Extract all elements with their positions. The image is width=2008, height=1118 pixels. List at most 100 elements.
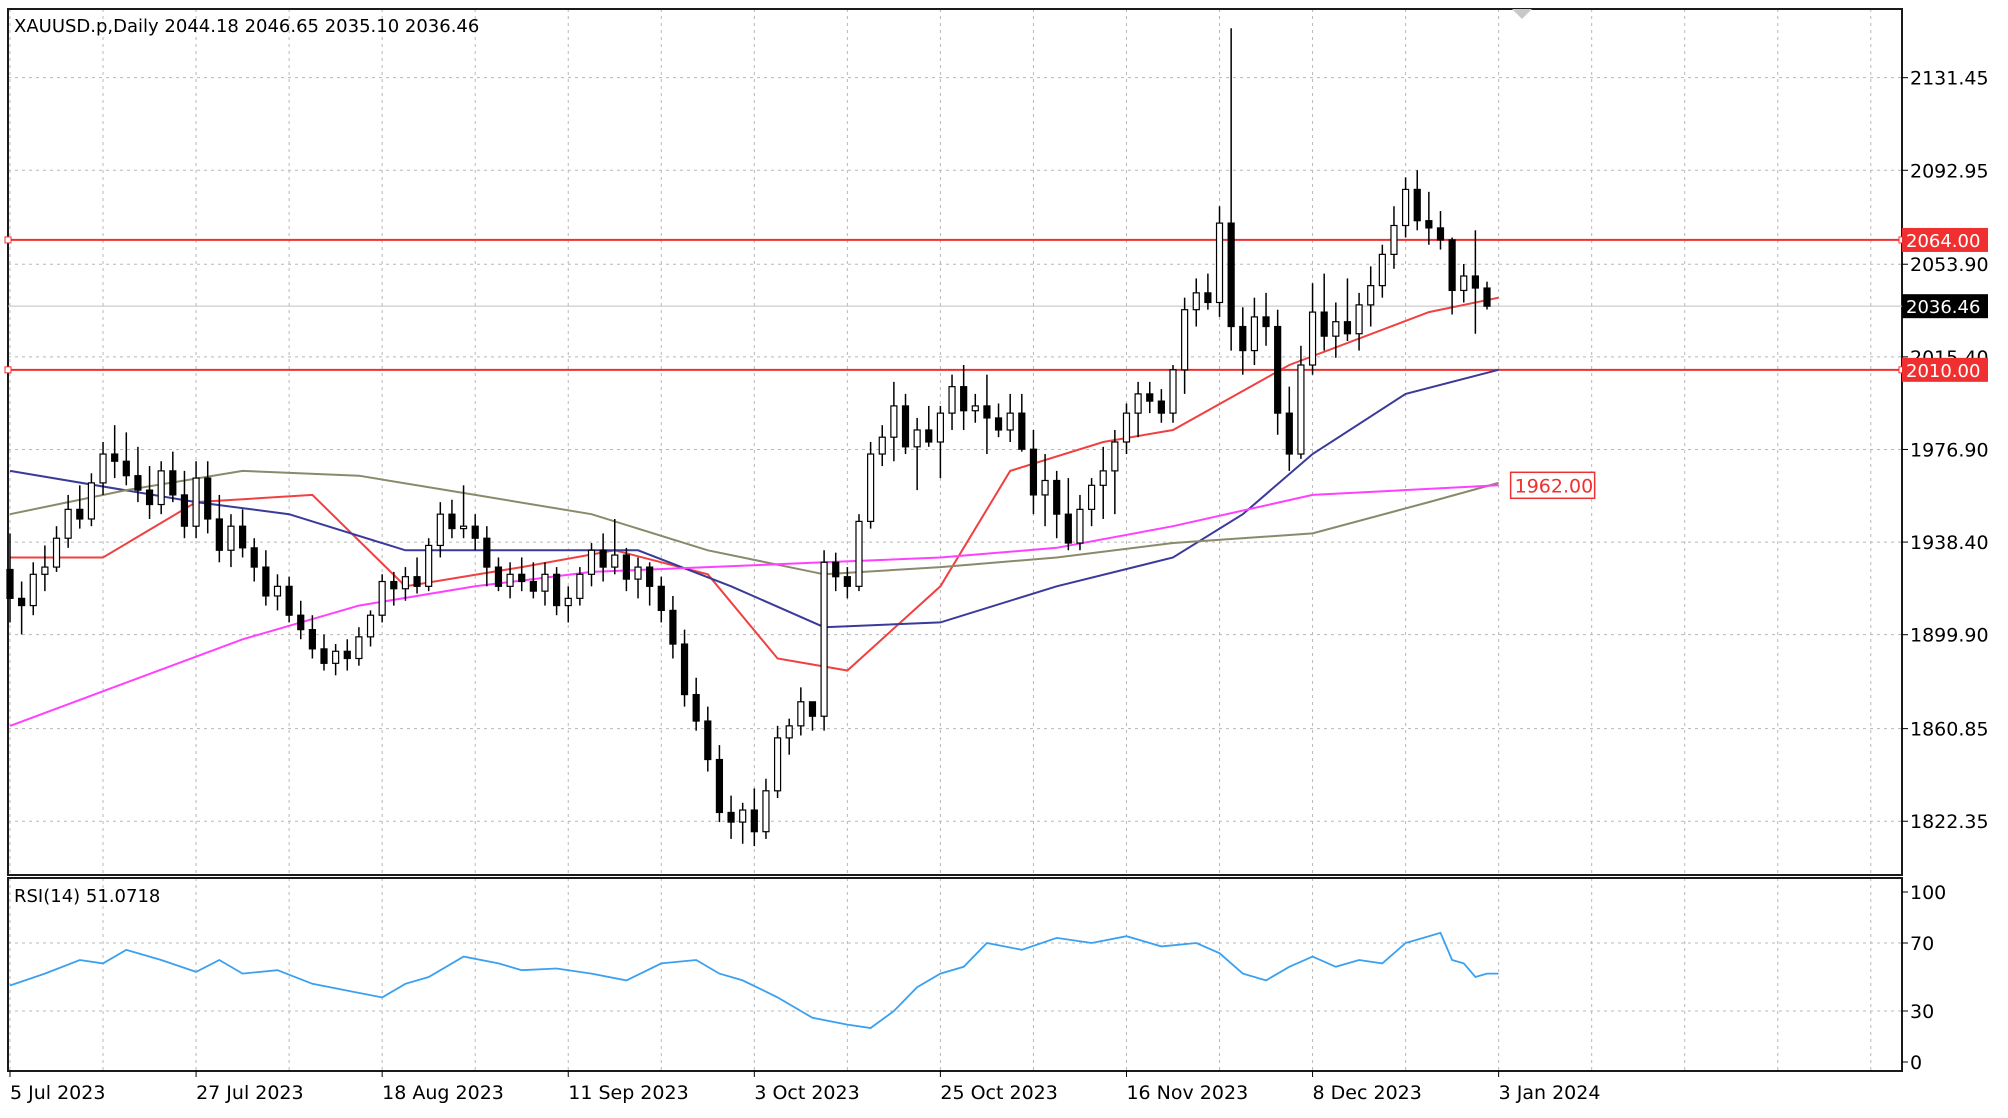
candle-bear	[262, 566, 270, 597]
x-tick-label: 25 Oct 2023	[940, 1082, 1057, 1104]
candle-bull	[1041, 479, 1049, 496]
candle-bear	[529, 580, 537, 592]
candle-bull	[1169, 369, 1177, 414]
y-tick-label: 1899.90	[1910, 625, 1989, 647]
candle-bear	[1262, 316, 1270, 328]
level-anchor	[4, 366, 12, 374]
rsi-tick-label: 30	[1910, 1001, 1934, 1023]
marker-level-label: 1962.00	[1515, 475, 1594, 497]
x-tick-label: 18 Aug 2023	[382, 1082, 504, 1104]
price-levels	[4, 236, 1906, 374]
candle-bull	[878, 436, 886, 455]
candle-bear	[960, 386, 968, 412]
candle-bear	[1425, 220, 1433, 229]
candle-bull	[739, 809, 747, 823]
candle-bear	[145, 489, 154, 506]
candle-bear	[669, 609, 677, 645]
candle-bear	[832, 561, 840, 578]
current-price-tag	[1902, 294, 1988, 319]
candle-bull	[378, 580, 386, 616]
price-labels: 2064.00 2010.00 2036.46 1962.00	[1509, 227, 1988, 500]
candle-bull	[936, 412, 945, 443]
candle-bull	[1181, 309, 1189, 371]
candle-bear	[239, 525, 247, 549]
candle-bear	[1146, 393, 1154, 402]
x-tick-label: 27 Jul 2023	[196, 1082, 304, 1104]
candle-bear	[808, 701, 817, 717]
price-pane-border	[7, 8, 1903, 876]
candle-bear	[1018, 412, 1026, 450]
grid	[8, 9, 1902, 1071]
candle-bear	[134, 475, 142, 491]
candle-bear	[727, 811, 735, 823]
candle-bear	[1436, 227, 1445, 241]
x-tick-label: 8 Dec 2023	[1313, 1082, 1422, 1104]
candle-bull	[425, 544, 433, 587]
x-tick-label: 11 Sep 2023	[568, 1082, 688, 1104]
candle-bull	[890, 405, 898, 438]
candle-bear	[1204, 292, 1212, 304]
level-anchor	[4, 236, 12, 244]
candle-bear	[471, 525, 479, 539]
candle-bull	[611, 554, 619, 568]
candle-bear	[169, 470, 177, 496]
candle-bear	[308, 629, 316, 650]
candle-bear	[622, 554, 630, 580]
rsi-header: RSI(14) 51.0718	[14, 886, 160, 907]
marker-level-box	[1509, 471, 1596, 500]
candle-bull	[1367, 285, 1375, 306]
candle-bull	[1390, 224, 1398, 255]
candle-bull	[1355, 304, 1363, 335]
candle-bear	[750, 809, 758, 833]
x-tick-label: 3 Jan 2024	[1499, 1082, 1601, 1104]
candle-bear	[553, 573, 561, 607]
candle-bull	[1215, 222, 1224, 304]
candle-bear	[901, 405, 910, 448]
y-tick-label: 2092.95	[1910, 160, 1989, 182]
candle-bull	[773, 737, 782, 792]
current-price-label: 2036.46	[1906, 297, 1980, 318]
candle-bear	[483, 537, 491, 568]
candle-bear	[343, 650, 351, 660]
candle-bull	[87, 482, 96, 520]
chart-shift-marker-icon[interactable]	[1512, 9, 1532, 19]
candlesticks	[6, 28, 1491, 847]
candle-bull	[227, 525, 235, 551]
candle-bull	[1297, 364, 1305, 455]
y-tick-label: 1860.85	[1910, 719, 1989, 741]
candle-bear	[215, 518, 223, 551]
candle-bear	[111, 453, 119, 462]
candle-bull	[797, 701, 805, 727]
level-price-label: 2010.00	[1906, 361, 1980, 382]
candle-bull	[1076, 508, 1084, 544]
chart-header: XAUUSD.p,Daily 2044.18 2046.65 2035.10 2…	[14, 16, 479, 37]
candle-bull	[541, 573, 549, 592]
candle-bear	[843, 576, 851, 587]
candle-bull	[1134, 393, 1142, 414]
candle-bull	[1250, 316, 1259, 352]
candle-bear	[1471, 275, 1479, 289]
candle-bear	[1239, 325, 1247, 352]
candle-bear	[6, 568, 14, 599]
time-axis: 5 Jul 2023 27 Jul 2023 18 Aug 2023 11 Sep 2…	[9, 1071, 1601, 1104]
candle-bull	[785, 725, 793, 739]
candle-bear	[657, 585, 665, 611]
candle-bull	[1087, 484, 1096, 510]
rsi-pane-border	[7, 877, 1903, 1072]
candle-bull	[41, 566, 49, 575]
ma-fast-line	[10, 296, 1499, 672]
candle-bull	[52, 537, 61, 568]
candle-bear	[448, 513, 456, 530]
candle-bull	[576, 573, 584, 599]
candle-bear	[983, 405, 991, 419]
candle-bull	[355, 636, 363, 660]
candle-bear	[646, 566, 654, 587]
candle-bear	[1053, 479, 1061, 515]
x-tick-label: 16 Nov 2023	[1126, 1082, 1248, 1104]
candle-bear	[692, 693, 700, 722]
level-price-label: 2064.00	[1906, 231, 1980, 252]
candle-bull	[273, 585, 282, 597]
